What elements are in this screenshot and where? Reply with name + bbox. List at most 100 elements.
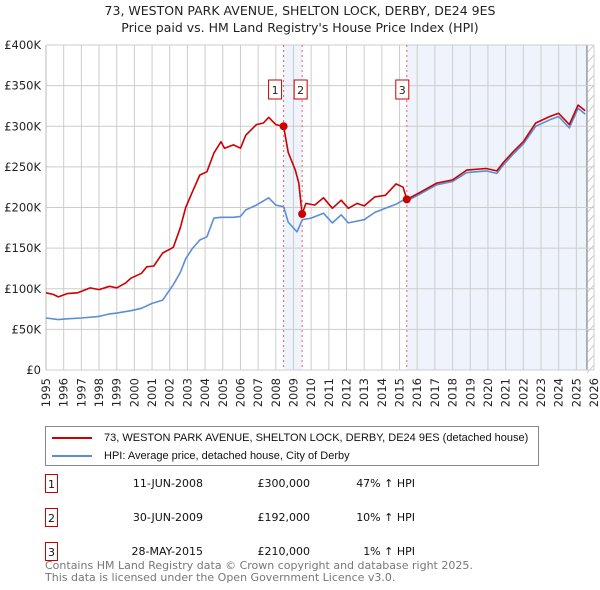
legend-swatch-property (52, 436, 92, 439)
hatch-stroke (586, 364, 595, 374)
x-tick-label: 2023 (534, 378, 548, 407)
sale-point (298, 210, 307, 218)
x-tick-label: 2008 (269, 378, 283, 407)
x-tick-label: 2011 (322, 378, 336, 407)
sale-marker-box (293, 79, 308, 100)
y-tick-label: £0 (26, 363, 41, 377)
hatch-stroke (586, 234, 595, 244)
sale-point (279, 122, 288, 131)
y-tick-label: £100K (4, 282, 41, 296)
x-tick-label: 1996 (57, 378, 71, 407)
y-tick-label: £400K (4, 38, 41, 52)
x-tick-label: 2017 (428, 378, 442, 407)
x-tick-label: 2000 (127, 378, 141, 407)
legend-item-property: 73, WESTON PARK AVENUE, SHELTON LOCK, DE… (52, 430, 528, 445)
transaction-date: 30-JUN-2009 (132, 511, 203, 524)
x-tick-label: 2013 (357, 378, 371, 407)
x-tick-label: 2005 (216, 378, 230, 407)
transaction-marker: 3 (45, 542, 58, 561)
property-price-line (45, 104, 586, 298)
x-tick-label: 2003 (180, 378, 194, 407)
x-tick-label: 1997 (74, 378, 88, 407)
x-tick-label: 2016 (410, 378, 424, 407)
hatch-stroke (586, 314, 595, 324)
hatch-stroke (586, 254, 595, 264)
hatch-stroke (586, 304, 595, 314)
hatch-stroke (586, 264, 595, 274)
x-tick-label: 1999 (110, 378, 124, 407)
sale-marker-label: 1 (272, 84, 279, 97)
hatch-stroke (586, 244, 595, 254)
transaction-row: 1 11-JUN-2008 £300,000 47% ↑ HPI (45, 474, 445, 494)
x-tick-label: 2007 (251, 378, 265, 407)
footer: Contains HM Land Registry data © Crown c… (45, 560, 473, 584)
transaction-hpi: 1% ↑ HPI (363, 545, 415, 558)
transaction-row: 3 28-MAY-2015 £210,000 1% ↑ HPI (45, 542, 445, 562)
hatch-stroke (586, 214, 595, 224)
hatch-stroke (586, 104, 595, 114)
hatch-stroke (586, 144, 595, 154)
transaction-price: £210,000 (257, 545, 311, 558)
x-tick-label: 2006 (233, 378, 247, 407)
hatch-stroke (586, 274, 595, 284)
x-tick-label: 2009 (286, 378, 300, 407)
hatch-stroke (586, 344, 595, 354)
x-tick-label: 2019 (463, 378, 477, 407)
sale-marker-label: 2 (297, 84, 304, 97)
x-tick-label: 2014 (375, 378, 389, 407)
x-tick-label: 2022 (516, 378, 530, 407)
sale-marker-box (268, 79, 283, 100)
x-tick-label: 2024 (552, 378, 566, 407)
legend: 73, WESTON PARK AVENUE, SHELTON LOCK, DE… (45, 426, 540, 466)
x-tick-label: 2025 (569, 378, 583, 407)
hatch-stroke (586, 184, 595, 194)
chart-title: 73, WESTON PARK AVENUE, SHELTON LOCK, DE… (105, 3, 496, 18)
hatch-stroke (586, 134, 595, 144)
y-tick-label: £200K (4, 201, 41, 215)
sale-point (402, 195, 411, 204)
chart-subtitle: Price paid vs. HM Land Registry's House … (121, 20, 478, 35)
sale-marker-box (395, 79, 410, 100)
transaction-price: £192,000 (257, 511, 311, 524)
transaction-marker: 1 (45, 474, 58, 493)
x-tick-label: 2018 (446, 378, 460, 407)
transaction-hpi: 10% ↑ HPI (356, 511, 415, 524)
x-tick-label: 2021 (499, 378, 513, 407)
hatch-stroke (586, 154, 595, 164)
x-tick-label: 2002 (163, 378, 177, 407)
hatch-stroke (586, 164, 595, 174)
hatch-stroke (586, 194, 595, 204)
price-chart: 73, WESTON PARK AVENUE, SHELTON LOCK, DE… (4, 3, 600, 407)
transaction-price: £300,000 (257, 477, 311, 490)
x-tick-label: 2010 (304, 378, 318, 407)
x-tick-label: 2015 (393, 378, 407, 407)
hatch-stroke (586, 204, 595, 214)
hatch-stroke (586, 54, 595, 64)
legend-swatch-hpi (52, 454, 92, 457)
hpi-line (45, 107, 586, 321)
transaction-date: 28-MAY-2015 (131, 545, 203, 558)
transaction-hpi: 47% ↑ HPI (356, 477, 415, 490)
hatch-stroke (586, 74, 595, 84)
transaction-marker: 2 (45, 508, 58, 527)
legend-label-property: 73, WESTON PARK AVENUE, SHELTON LOCK, DE… (104, 431, 529, 444)
license-text: This data is licensed under the Open Gov… (45, 571, 396, 584)
x-tick-label: 2026 (587, 378, 600, 407)
x-tick-label: 2004 (198, 378, 212, 407)
x-tick-label: 1998 (92, 378, 106, 407)
y-tick-label: £150K (4, 241, 41, 255)
hatch-stroke (586, 354, 595, 364)
hatch-stroke (586, 64, 595, 74)
x-tick-label: 2001 (145, 378, 159, 407)
y-tick-label: £300K (4, 119, 41, 133)
x-tick-label: 2020 (481, 378, 495, 407)
y-tick-label: £250K (4, 160, 41, 174)
hatch-stroke (586, 94, 595, 104)
y-tick-label: £350K (4, 79, 41, 93)
sale-marker-label: 3 (399, 84, 406, 97)
hatch-stroke (586, 114, 595, 124)
hatch-stroke (586, 334, 595, 344)
transaction-row: 2 30-JUN-2009 £192,000 10% ↑ HPI (45, 508, 445, 528)
hatch-stroke (586, 44, 595, 54)
